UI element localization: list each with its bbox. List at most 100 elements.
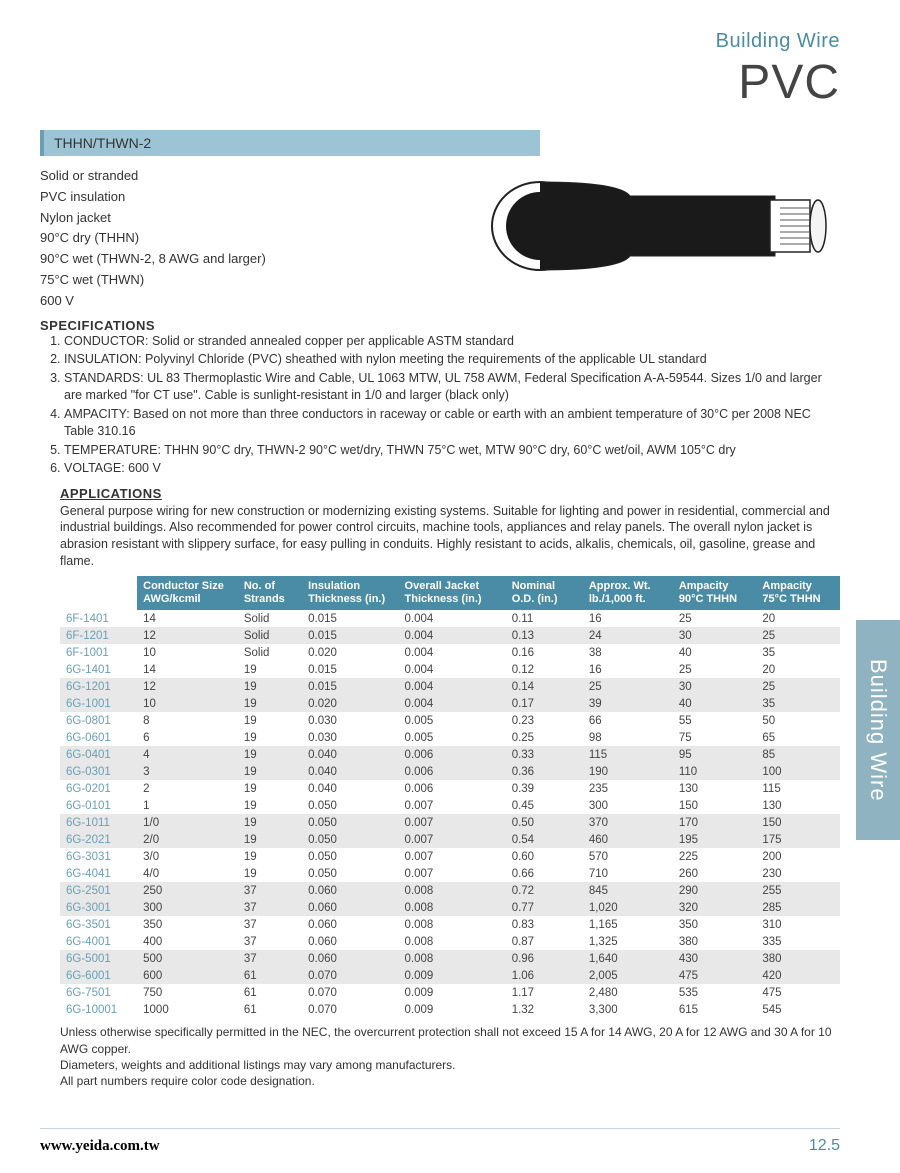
cable-drawing-icon xyxy=(480,166,840,296)
spec-item: AMPACITY: Based on not more than three c… xyxy=(64,406,840,441)
data-cell: 115 xyxy=(583,746,673,763)
table-note-line: Unless otherwise specifically permitted … xyxy=(60,1024,840,1056)
data-cell: 320 xyxy=(673,899,757,916)
data-cell: 2 xyxy=(137,780,238,797)
data-cell: 0.015 xyxy=(302,678,398,695)
data-cell: 85 xyxy=(756,746,840,763)
data-cell: 195 xyxy=(673,831,757,848)
data-cell: 0.13 xyxy=(506,627,583,644)
data-cell: 19 xyxy=(238,831,302,848)
table-row: 6G-7501750610.0700.0091.172,480535475 xyxy=(60,984,840,1001)
part-number-cell: 6G-7501 xyxy=(60,984,137,1001)
data-cell: 65 xyxy=(756,729,840,746)
data-cell: 710 xyxy=(583,865,673,882)
table-row: 6G-140114190.0150.0040.12162520 xyxy=(60,661,840,678)
section-heading: THHN/THWN-2 xyxy=(40,130,540,156)
data-cell: 0.005 xyxy=(399,729,506,746)
data-cell: 1,325 xyxy=(583,933,673,950)
table-column-header: Approx. Wt. lb./1,000 ft. xyxy=(583,576,673,610)
part-number-cell: 6F-1001 xyxy=(60,644,137,661)
data-cell: 0.006 xyxy=(399,780,506,797)
part-number-cell: 6G-2021 xyxy=(60,831,137,848)
table-row: 6G-06016190.0300.0050.25987565 xyxy=(60,729,840,746)
part-number-cell: 6G-0101 xyxy=(60,797,137,814)
data-cell: 0.008 xyxy=(399,933,506,950)
data-cell: 10 xyxy=(137,695,238,712)
data-cell: 0.008 xyxy=(399,899,506,916)
data-cell: 0.004 xyxy=(399,610,506,627)
data-cell: 19 xyxy=(238,780,302,797)
feature-item: 90°C wet (THWN-2, 8 AWG and larger) xyxy=(40,249,460,270)
data-cell: 19 xyxy=(238,695,302,712)
part-number-cell: 6G-3001 xyxy=(60,899,137,916)
data-cell: 250 xyxy=(137,882,238,899)
data-cell: 235 xyxy=(583,780,673,797)
table-row: 6G-02012190.0400.0060.39235130115 xyxy=(60,780,840,797)
data-cell: 0.020 xyxy=(302,695,398,712)
data-cell: 0.77 xyxy=(506,899,583,916)
data-cell: 535 xyxy=(673,984,757,1001)
data-cell: 0.004 xyxy=(399,644,506,661)
data-cell: 25 xyxy=(673,610,757,627)
data-cell: 1,640 xyxy=(583,950,673,967)
data-cell: 845 xyxy=(583,882,673,899)
table-note-line: All part numbers require color code desi… xyxy=(60,1073,840,1089)
data-cell: 230 xyxy=(756,865,840,882)
data-cell: 0.16 xyxy=(506,644,583,661)
data-cell: 0.050 xyxy=(302,865,398,882)
data-cell: 3,300 xyxy=(583,1001,673,1018)
data-cell: 30 xyxy=(673,678,757,695)
table-row: 6G-30313/0190.0500.0070.60570225200 xyxy=(60,848,840,865)
data-cell: 285 xyxy=(756,899,840,916)
data-cell: 430 xyxy=(673,950,757,967)
data-cell: 0.050 xyxy=(302,814,398,831)
data-cell: 19 xyxy=(238,678,302,695)
data-cell: 40 xyxy=(673,644,757,661)
data-cell: 14 xyxy=(137,661,238,678)
data-cell: 12 xyxy=(137,627,238,644)
part-number-cell: 6G-2501 xyxy=(60,882,137,899)
data-cell: 0.60 xyxy=(506,848,583,865)
data-cell: Solid xyxy=(238,644,302,661)
data-cell: 310 xyxy=(756,916,840,933)
data-cell: 38 xyxy=(583,644,673,661)
part-number-cell: 6F-1401 xyxy=(60,610,137,627)
data-cell: 3/0 xyxy=(137,848,238,865)
feature-item: Solid or stranded xyxy=(40,166,460,187)
table-row: 6G-3501350370.0600.0080.831,165350310 xyxy=(60,916,840,933)
data-cell: 35 xyxy=(756,695,840,712)
data-cell: 55 xyxy=(673,712,757,729)
table-row: 6G-04014190.0400.0060.331159585 xyxy=(60,746,840,763)
data-cell: 8 xyxy=(137,712,238,729)
data-cell: 30 xyxy=(673,627,757,644)
table-row: 6G-40414/0190.0500.0070.66710260230 xyxy=(60,865,840,882)
data-cell: 0.070 xyxy=(302,967,398,984)
data-cell: 1.32 xyxy=(506,1001,583,1018)
data-cell: 0.004 xyxy=(399,661,506,678)
data-cell: 130 xyxy=(673,780,757,797)
table-column-header: Nominal O.D. (in.) xyxy=(506,576,583,610)
data-cell: 61 xyxy=(238,1001,302,1018)
data-cell: 25 xyxy=(756,627,840,644)
data-cell: 380 xyxy=(756,950,840,967)
data-cell: 1/0 xyxy=(137,814,238,831)
data-cell: 0.25 xyxy=(506,729,583,746)
data-cell: 300 xyxy=(583,797,673,814)
table-column-header xyxy=(60,576,137,610)
table-column-header: Conductor Size AWG/kcmil xyxy=(137,576,238,610)
data-cell: 19 xyxy=(238,848,302,865)
page-footer: www.yeida.com.tw 12.5 xyxy=(40,1137,840,1155)
data-cell: 0.006 xyxy=(399,763,506,780)
data-cell: 95 xyxy=(673,746,757,763)
data-cell: 225 xyxy=(673,848,757,865)
feature-item: PVC insulation xyxy=(40,187,460,208)
data-cell: 175 xyxy=(756,831,840,848)
part-number-cell: 6G-1401 xyxy=(60,661,137,678)
table-row: 6G-4001400370.0600.0080.871,325380335 xyxy=(60,933,840,950)
part-number-cell: 6G-0801 xyxy=(60,712,137,729)
data-cell: 0.009 xyxy=(399,984,506,1001)
data-cell: 1,165 xyxy=(583,916,673,933)
data-cell: 25 xyxy=(583,678,673,695)
part-number-cell: 6G-1011 xyxy=(60,814,137,831)
table-column-header: Insulation Thickness (in.) xyxy=(302,576,398,610)
